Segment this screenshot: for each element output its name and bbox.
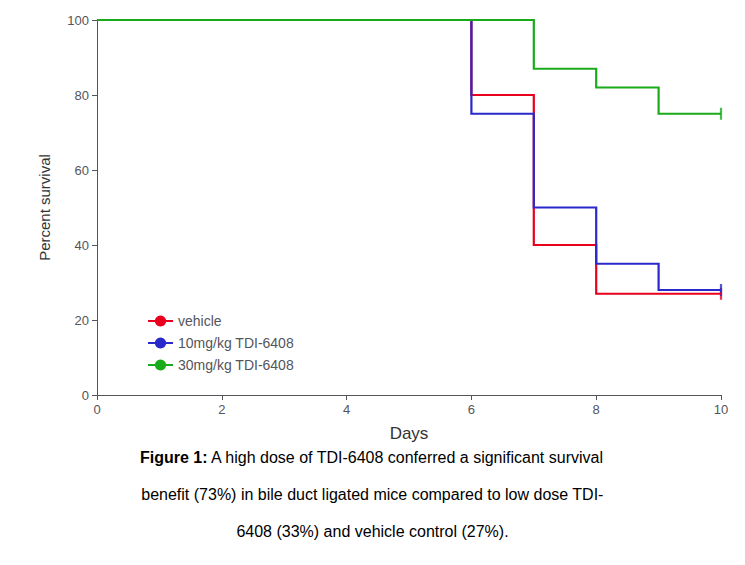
- svg-text:100: 100: [67, 13, 89, 28]
- svg-text:Percent survival: Percent survival: [36, 154, 53, 261]
- svg-text:40: 40: [75, 238, 89, 253]
- svg-text:30mg/kg TDI-6408: 30mg/kg TDI-6408: [178, 357, 294, 373]
- svg-text:8: 8: [593, 402, 600, 417]
- svg-text:benefit (73%) in bile duct lig: benefit (73%) in bile duct ligated mice …: [141, 486, 603, 503]
- svg-text:6: 6: [468, 402, 475, 417]
- svg-text:Figure 1:: Figure 1:: [140, 449, 208, 466]
- svg-text:4: 4: [343, 402, 350, 417]
- svg-text:6408 (33%) and vehicle control: 6408 (33%) and vehicle control (27%).: [236, 523, 508, 540]
- svg-text:2: 2: [218, 402, 225, 417]
- svg-text:10: 10: [714, 402, 728, 417]
- svg-text:80: 80: [75, 88, 89, 103]
- svg-text:60: 60: [75, 163, 89, 178]
- svg-text:20: 20: [75, 313, 89, 328]
- svg-text:A high dose of TDI-6408 confer: A high dose of TDI-6408 conferred a sign…: [208, 449, 603, 466]
- svg-text:0: 0: [82, 388, 89, 403]
- svg-text:0: 0: [93, 402, 100, 417]
- svg-text:vehicle: vehicle: [178, 313, 222, 329]
- svg-text:10mg/kg TDI-6408: 10mg/kg TDI-6408: [178, 335, 294, 351]
- svg-text:Days: Days: [390, 424, 429, 443]
